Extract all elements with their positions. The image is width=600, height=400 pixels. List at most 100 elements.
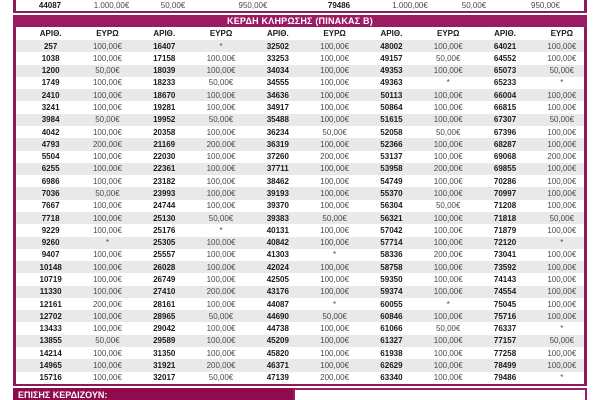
- row-pair: 7036 50,00€: [16, 187, 130, 199]
- row-pair: 60846 100,00€: [357, 310, 471, 322]
- row-pair: 66815 100,00€: [470, 101, 584, 113]
- ticket-number: 25176: [153, 225, 176, 235]
- row-pair: 18233 50,00€: [130, 77, 244, 89]
- row-pair: 1038 100,00€: [16, 52, 130, 64]
- row-pair: 23993 100,00€: [130, 187, 244, 199]
- prize-amount: 100,00€: [433, 287, 463, 297]
- row-pair: 69855 100,00€: [470, 163, 584, 175]
- prize-amount: 100,00€: [433, 274, 463, 284]
- prize-amount: 100,00€: [547, 139, 577, 149]
- table-row: 7718 100,00€ 25130 50,00€ 39383 50,00€ 56321 10…: [16, 211, 584, 225]
- prize-amount: 100,00€: [320, 225, 350, 235]
- prize-amount: *: [560, 324, 564, 334]
- table-row: 6986 100,00€ 23182 100,00€ 38462 100,00€ 54749…: [16, 175, 584, 187]
- prize-amount: 100,00€: [206, 336, 236, 346]
- ticket-number: 36319: [266, 139, 289, 149]
- prize-amount: 50,00€: [461, 1, 487, 10]
- header-pair: ΑΡΙΘ. ΕΥΡΩ: [470, 27, 584, 40]
- row-pair: 49363 *: [357, 77, 471, 89]
- row-pair: 77157 50,00€: [470, 335, 584, 347]
- row-pair: 75045 100,00€: [470, 298, 584, 310]
- row-pair: 257 100,00€: [16, 40, 130, 52]
- row-pair: 44087 *: [243, 298, 357, 310]
- row-pair: 77258 100,00€: [470, 347, 584, 359]
- ticket-number: 42024: [266, 262, 289, 272]
- ticket-number: 66004: [493, 90, 517, 100]
- prize-amount: 100,00€: [547, 103, 577, 113]
- row-pair: 65073 50,00€: [470, 65, 584, 77]
- ticket-number: 51615: [380, 115, 403, 125]
- row-pair: 59374 100,00€: [357, 286, 471, 298]
- row-pair: 38462 100,00€: [243, 175, 357, 187]
- prize-amount: *: [560, 373, 564, 383]
- row-pair: 70997 100,00€: [470, 187, 584, 199]
- row-pair: 9407 100,00€: [16, 249, 130, 261]
- row-pair: 42505 100,00€: [243, 273, 357, 285]
- prize-amount: 200,00€: [547, 152, 577, 162]
- row-pair: 43176 100,00€: [243, 286, 357, 298]
- prize-amount: 50,00€: [208, 373, 234, 383]
- prize-amount: 100,00€: [433, 373, 463, 383]
- prize-amount: *: [446, 78, 450, 88]
- table-row: 12702 100,00€ 28965 50,00€ 44690 50,00€ 60846 1…: [16, 310, 584, 323]
- ticket-number: 41303: [266, 250, 289, 260]
- row-pair: 13433 100,00€: [16, 322, 130, 334]
- ticket-number: 5504: [41, 152, 60, 162]
- ticket-number: 66815: [493, 103, 517, 113]
- prize-amount: 100,00€: [320, 336, 350, 346]
- row-pair: 28965 50,00€: [130, 310, 244, 322]
- ticket-number: 14965: [39, 360, 62, 370]
- ticket-number: 78499: [493, 360, 517, 370]
- prize-amount: 100,00€: [206, 164, 236, 174]
- prize-amount: 100,00€: [92, 78, 122, 88]
- ticket-number: 39193: [266, 189, 289, 199]
- prize-amount: 100,00€: [320, 238, 350, 248]
- prize-amount: *: [333, 299, 337, 309]
- prize-amount: 100,00€: [433, 360, 463, 370]
- prize-amount: 100,00€: [547, 225, 577, 235]
- section-banner: ΚΕΡΔΗ ΚΛΗΡΩΣΗΣ (ΠΙΝΑΚΑΣ Β): [13, 15, 587, 27]
- prize-amount: 200,00€: [206, 360, 236, 370]
- prize-amount: 100,00€: [320, 164, 350, 174]
- ticket-number: 31921: [153, 360, 176, 370]
- col-header-amount: ΕΥΡΩ: [323, 29, 346, 38]
- prize-amount: 100,00€: [433, 176, 463, 186]
- prize-amount: 50,00€: [435, 127, 461, 137]
- ticket-number: 1200: [41, 66, 60, 76]
- ticket-number: 42505: [266, 274, 289, 284]
- ticket-number: 34555: [266, 78, 289, 88]
- prize-amount: 100,00€: [547, 41, 577, 51]
- prize-amount: 100,00€: [547, 299, 577, 309]
- ticket-number: 58336: [380, 250, 403, 260]
- prize-amount: 50,00€: [322, 127, 347, 137]
- row-pair: 20358 100,00€: [130, 126, 244, 138]
- row-pair: 32017 50,00€: [130, 372, 244, 384]
- ticket-number: 48002: [380, 41, 403, 51]
- row-pair: 70286 100,00€: [470, 175, 584, 187]
- prize-amount: 100,00€: [320, 274, 350, 284]
- ticket-number: 53958: [380, 164, 403, 174]
- prize-amount: 200,00€: [433, 250, 463, 260]
- table-row: 5504 100,00€ 22030 100,00€ 37260 200,00€ 53137…: [16, 151, 584, 163]
- prize-amount: 100,00€: [206, 324, 236, 334]
- row-pair: 56304 50,00€: [357, 200, 471, 212]
- row-pair: 71818 50,00€: [470, 212, 584, 224]
- ticket-number: 19952: [153, 115, 176, 125]
- table-row: 15716 100,00€ 32017 50,00€ 47139 200,00€ 63340…: [16, 372, 584, 384]
- col-header-amount: ΕΥΡΩ: [550, 29, 574, 38]
- prize-amount: 100,00€: [92, 274, 122, 284]
- ticket-number: 6255: [41, 164, 60, 174]
- row-pair: 69068 200,00€: [470, 151, 584, 163]
- ticket-number: 77157: [493, 336, 517, 346]
- ticket-number: 71818: [493, 213, 517, 223]
- prize-amount: 100,00€: [206, 274, 236, 284]
- row-pair: 14965 100,00€: [16, 359, 130, 371]
- prize-amount: 100,00€: [320, 176, 350, 186]
- row-pair: 12702 100,00€: [16, 310, 130, 322]
- prize-amount: 50,00€: [95, 336, 120, 346]
- prize-amount: 100,00€: [92, 127, 122, 137]
- row-pair: 45209 100,00€: [243, 335, 357, 347]
- col-header-amount: ΕΥΡΩ: [96, 29, 119, 38]
- prize-amount: 100,00€: [206, 189, 236, 199]
- ticket-number: 59374: [380, 287, 403, 297]
